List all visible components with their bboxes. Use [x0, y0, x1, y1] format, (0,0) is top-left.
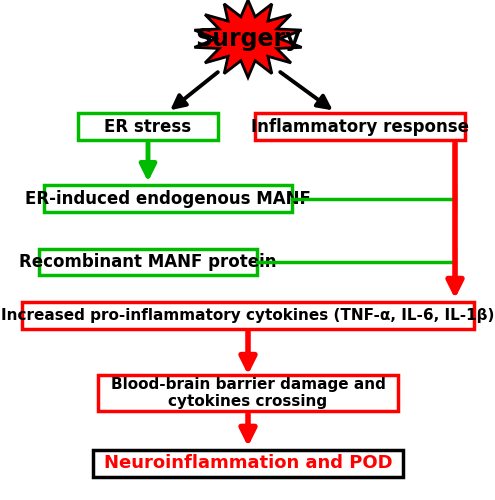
Polygon shape [195, 0, 301, 78]
FancyBboxPatch shape [22, 302, 474, 329]
FancyBboxPatch shape [255, 114, 465, 140]
Text: Increased pro-inflammatory cytokines (TNF-α, IL-6, IL-1β): Increased pro-inflammatory cytokines (TN… [1, 308, 495, 323]
Text: Inflammatory response: Inflammatory response [251, 118, 469, 136]
Text: Neuroinflammation and POD: Neuroinflammation and POD [103, 454, 393, 472]
FancyBboxPatch shape [78, 114, 218, 140]
Text: Blood-brain barrier damage and
cytokines crossing: Blood-brain barrier damage and cytokines… [110, 377, 386, 409]
Text: ER stress: ER stress [104, 118, 192, 136]
FancyBboxPatch shape [98, 374, 398, 412]
FancyBboxPatch shape [93, 450, 403, 477]
FancyBboxPatch shape [44, 185, 292, 212]
Text: ER-induced endogenous MANF: ER-induced endogenous MANF [25, 190, 311, 208]
Text: Recombinant MANF protein: Recombinant MANF protein [19, 253, 277, 271]
FancyBboxPatch shape [39, 248, 257, 276]
Text: Surgery: Surgery [195, 26, 301, 50]
